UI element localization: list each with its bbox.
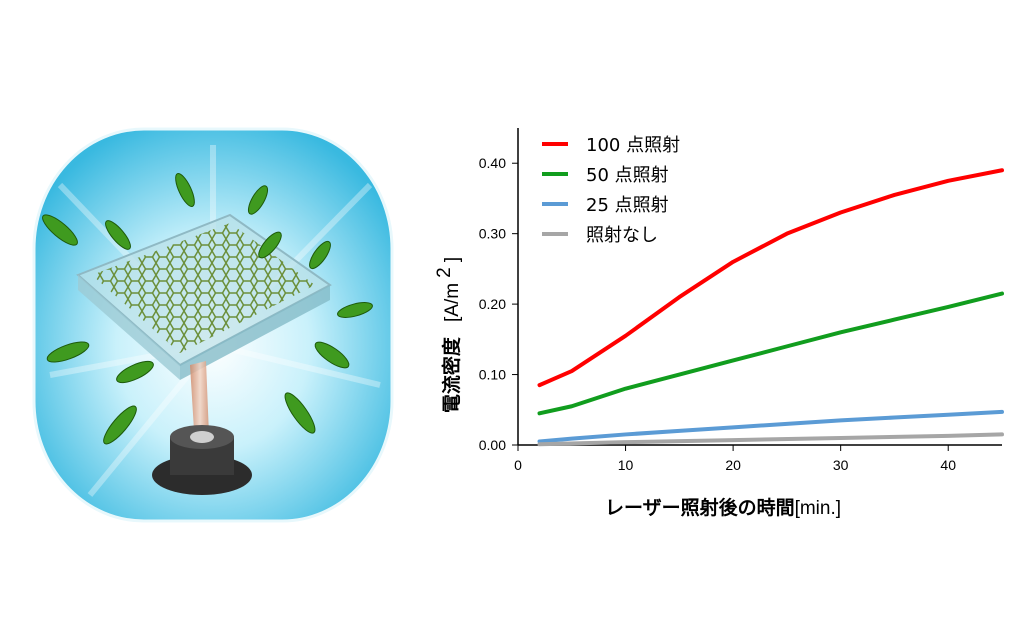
bacteria [42, 172, 373, 445]
x-axis-title: レーザー照射後の時間[min.] [605, 496, 841, 519]
series-line-2 [537, 409, 1004, 444]
laser-objective-lens [152, 425, 252, 495]
series-line-0 [537, 168, 1004, 388]
y-axis-unit-close: ] [442, 257, 463, 262]
series-line-1 [537, 291, 1004, 416]
x-axis-label: レーザー照射後の時間 [605, 496, 795, 519]
y-axis-title: 電流密度 [A/m 2 ] [434, 257, 463, 413]
y-tick-label: 0.40 [479, 155, 506, 171]
x-tick-label: 20 [725, 457, 741, 473]
y-tick-label: 0.00 [479, 437, 506, 453]
current-density-chart: 電流密度 [A/m 2 ] レーザー照射後の時間[min.] 0.00 0.10 0… [434, 128, 1004, 519]
legend-label: 100 点照射 [586, 135, 680, 156]
y-tick-label: 0.10 [479, 367, 506, 383]
x-axis-unit: [min.] [795, 498, 841, 519]
x-tick-label: 10 [618, 457, 634, 473]
legend-label: 照射なし [586, 225, 658, 246]
x-tick-label: 30 [833, 457, 849, 473]
y-axis-unit: [A/m [442, 283, 463, 322]
x-tick-label: 40 [940, 457, 956, 473]
y-axis-unit-sup: 2 [434, 267, 455, 278]
y-axis-label: 電流密度 [440, 336, 463, 413]
y-tick-label: 0.20 [479, 296, 506, 312]
bacteria-electrode-illustration [32, 127, 394, 523]
x-tick-label: 0 [514, 457, 522, 473]
legend-label: 25 点照射 [586, 195, 669, 216]
svg-text:電流密度 [A/m 2: 電流密度 [A/m 2 ] [434, 257, 463, 413]
y-tick-label: 0.30 [479, 226, 506, 242]
series-line-3 [537, 432, 1004, 447]
legend-label: 50 点照射 [586, 165, 669, 186]
